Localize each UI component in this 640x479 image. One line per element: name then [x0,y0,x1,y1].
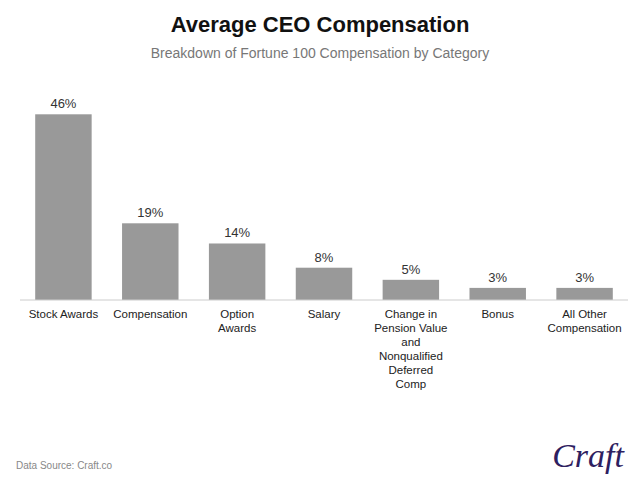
bar [209,243,265,300]
bars [35,114,613,300]
baseline [20,300,628,301]
bar [469,288,525,300]
bar [296,268,352,300]
subtitle: Breakdown of Fortune 100 Compensation by… [151,45,490,61]
bar [35,114,91,300]
x-tick-label: Salary [308,308,341,320]
data-label: 8% [315,250,334,265]
x-tick-label: All OtherCompensation [547,308,621,334]
bar [556,288,612,300]
bar [383,280,439,300]
data-label: 14% [224,225,250,240]
source-note: Data Source: Craft.co [16,460,113,471]
data-label: 19% [137,205,163,220]
x-tick-label: Stock Awards [29,308,99,320]
data-label: 3% [575,270,594,285]
x-tick-label: Change inPension ValueandNonqualifiedDef… [374,308,447,390]
data-labels: 46% 19% 14% 8% 5% 3% 3% [50,96,594,285]
chart-container: Average CEO Compensation Breakdown of For… [0,0,640,479]
data-label: 3% [488,270,507,285]
data-label: 46% [50,96,76,111]
x-tick-labels: Stock Awards Compensation OptionAwards Sala… [29,308,622,390]
x-tick-label: OptionAwards [218,308,256,334]
x-tick-label: Bonus [481,308,514,320]
data-label: 5% [401,262,420,277]
chart: Average CEO Compensation Breakdown of For… [0,0,640,479]
watermark: Craft [552,437,625,474]
bar [122,223,178,300]
x-tick-label: Compensation [113,308,187,320]
title: Average CEO Compensation [171,12,470,37]
